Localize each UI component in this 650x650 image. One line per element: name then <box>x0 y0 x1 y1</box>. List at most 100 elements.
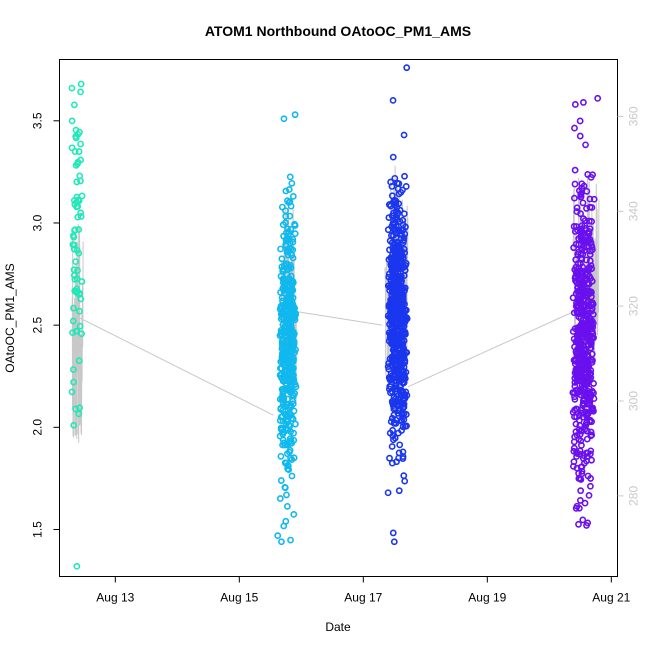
data-point <box>586 482 594 490</box>
data-point <box>572 504 580 512</box>
secondary-line-layer <box>71 165 600 443</box>
data-point <box>289 364 297 372</box>
series-3 <box>384 64 411 546</box>
data-point <box>289 391 297 399</box>
data-point <box>389 426 396 434</box>
data-point <box>73 327 81 335</box>
data-point <box>75 249 83 257</box>
data-point <box>285 296 293 304</box>
data-point <box>289 192 297 200</box>
data-point <box>286 293 294 301</box>
x-tick-label: Aug 17 <box>344 591 382 605</box>
data-point <box>396 227 403 235</box>
data-point <box>576 497 584 504</box>
data-point <box>290 340 298 348</box>
data-point <box>398 427 405 434</box>
series-2 <box>274 111 300 546</box>
data-point <box>279 358 286 366</box>
data-point <box>73 562 81 570</box>
data-point <box>76 172 84 180</box>
data-point <box>584 409 592 417</box>
data-point <box>277 245 284 253</box>
data-point <box>571 393 578 401</box>
data-point <box>282 380 290 387</box>
data-point <box>386 454 393 462</box>
data-point <box>578 228 586 236</box>
y2-tick-label: 320 <box>627 296 641 316</box>
data-point <box>281 459 289 467</box>
data-point <box>588 359 596 366</box>
data-point <box>394 370 401 378</box>
data-point <box>402 260 410 267</box>
data-point <box>577 406 585 414</box>
data-point <box>388 443 396 450</box>
data-point <box>401 350 408 358</box>
data-point <box>586 195 594 203</box>
data-point <box>290 454 298 462</box>
data-point <box>589 310 597 318</box>
data-point <box>577 295 585 303</box>
data-point <box>291 230 299 238</box>
data-point <box>389 330 397 338</box>
data-point <box>289 235 297 243</box>
secondary-line-connector <box>74 315 274 416</box>
data-point <box>571 395 579 403</box>
data-point <box>401 423 409 430</box>
data-point <box>389 432 397 440</box>
data-point <box>396 258 404 266</box>
data-point <box>398 367 406 374</box>
data-point <box>585 395 593 403</box>
data-point <box>389 529 397 537</box>
data-point <box>278 203 286 211</box>
data-point <box>580 99 587 106</box>
y-axis-label: OAtoOC_PM1_AMS <box>3 263 17 372</box>
data-point <box>399 292 407 300</box>
data-point <box>401 172 408 180</box>
data-point <box>393 284 400 291</box>
data-point <box>75 148 83 155</box>
data-point <box>577 487 585 495</box>
data-point <box>579 199 587 207</box>
data-point <box>287 264 295 272</box>
data-point <box>387 178 394 186</box>
data-point <box>278 255 286 263</box>
data-point <box>285 448 293 456</box>
data-point <box>586 257 594 265</box>
data-point <box>393 239 401 246</box>
data-point <box>393 458 400 466</box>
data-point <box>278 538 285 546</box>
data-point <box>390 349 398 357</box>
data-point <box>281 371 289 378</box>
data-point <box>576 430 584 438</box>
data-point <box>397 302 405 310</box>
data-point <box>395 323 403 331</box>
chart-title: ATOM1 Northbound OAtoOC_PM1_AMS <box>205 23 471 39</box>
data-point <box>76 322 84 330</box>
data-point <box>279 337 287 344</box>
data-point <box>385 214 393 221</box>
data-point <box>586 399 594 407</box>
data-point <box>578 225 585 233</box>
data-point <box>577 463 585 471</box>
data-point <box>76 289 84 297</box>
data-point <box>586 203 594 211</box>
data-point <box>400 320 408 328</box>
data-point <box>584 270 592 278</box>
data-point <box>587 173 595 181</box>
data-point <box>588 218 596 225</box>
data-point <box>575 313 583 321</box>
series-1 <box>68 80 86 570</box>
data-point <box>590 407 597 415</box>
data-point <box>282 212 290 220</box>
data-point <box>390 345 397 353</box>
data-point <box>70 241 78 249</box>
data-point <box>282 322 290 330</box>
data-point <box>579 516 587 524</box>
data-point <box>583 453 591 461</box>
plot-frame <box>59 59 618 577</box>
data-point <box>580 243 588 250</box>
data-point <box>278 426 286 434</box>
data-point <box>284 197 291 205</box>
data-point <box>574 301 581 309</box>
